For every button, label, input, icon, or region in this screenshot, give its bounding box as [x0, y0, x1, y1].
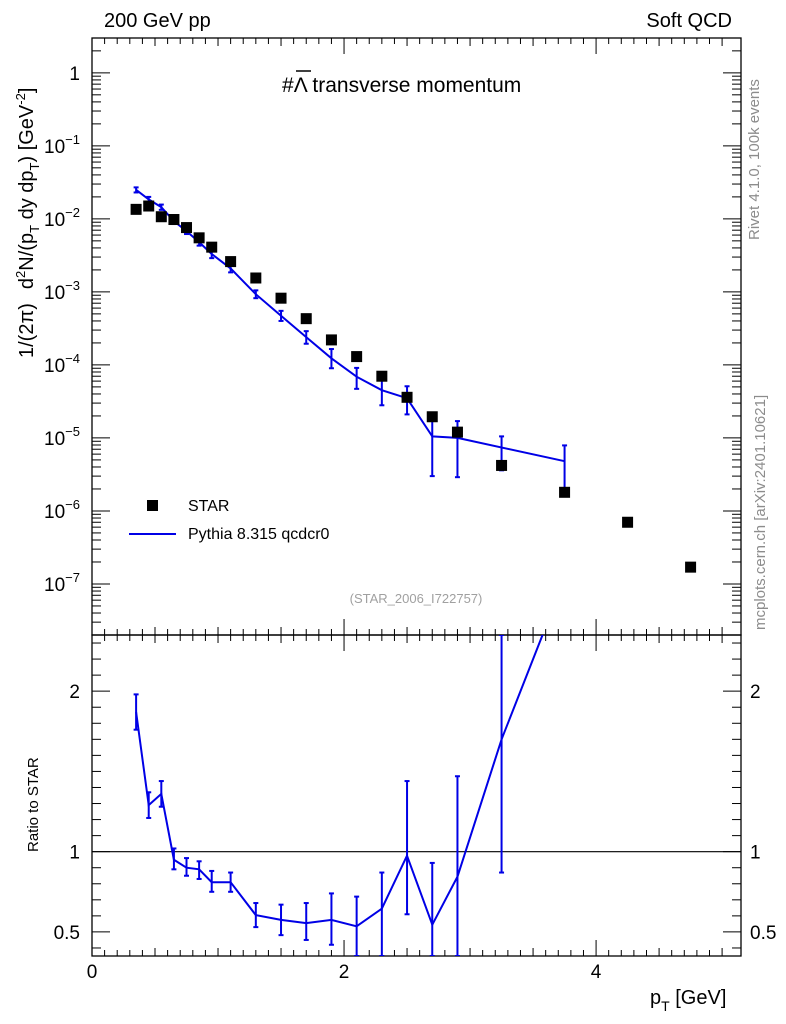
star-data-point	[451, 426, 463, 438]
star-data-point	[206, 241, 218, 253]
ratio-y-tick-label: 0.5	[54, 923, 80, 944]
star-data-point	[685, 561, 697, 573]
star-data-point	[351, 351, 363, 363]
reference-label: (STAR_2006_I722757)	[350, 591, 483, 606]
plot-title-prefix: #	[282, 74, 294, 97]
ratio-y-tick-label-right: 0.5	[750, 923, 776, 944]
ratio-plot-frame	[91, 634, 742, 957]
ratio-axes: 0 2 4 0.5 0.5 1 1 2 2	[54, 635, 776, 983]
ratio-y-tick-label-right: 2	[750, 682, 761, 703]
star-data-point	[426, 411, 438, 423]
ratio-y-tick-label: 1	[69, 843, 80, 864]
x-axis-label: pT [GeV]	[650, 987, 726, 1014]
star-data-point	[155, 211, 167, 223]
plot-title-rest: transverse momentum	[307, 74, 522, 97]
star-data-point	[193, 232, 205, 244]
y-tick-label: 10−7	[44, 570, 80, 596]
star-data-point	[622, 516, 634, 528]
star-data-point	[559, 486, 571, 498]
main-series	[130, 186, 697, 573]
ratio-y-tick-label-right: 1	[750, 843, 761, 864]
star-data-point	[401, 391, 413, 403]
star-data-point	[225, 256, 237, 268]
rivet-version-label: Rivet 4.1.0, 100k events	[746, 79, 763, 240]
star-data-point	[300, 313, 312, 325]
y-axis-label: 1/(2π)d2N/(pT dy dpT) [GeV-2]	[13, 88, 42, 358]
ratio-y-tick-label: 2	[69, 682, 80, 703]
ratio-series	[133, 635, 544, 956]
header-category-label: Soft QCD	[646, 10, 732, 32]
main-axes: 1 10−1 10−2 10−3 10−4 10−5 10−6 10−7	[44, 37, 741, 636]
y-tick-label: 10−2	[44, 205, 80, 231]
y-tick-label: 10−3	[44, 278, 80, 304]
star-data-point	[143, 200, 155, 212]
star-data-point	[130, 203, 142, 215]
legend-pythia-label: Pythia 8.315 qcdcr0	[188, 526, 330, 543]
star-data-point	[325, 334, 337, 346]
star-data-point	[376, 370, 388, 382]
x-tick-label: 0	[87, 962, 98, 983]
mcplots-credit-label: mcplots.cern.ch [arXiv:2401.10621]	[752, 395, 769, 630]
y-tick-label: 10−6	[44, 497, 80, 523]
star-data-point	[181, 222, 193, 234]
legend-star-label: STAR	[188, 498, 229, 515]
star-data-point	[275, 292, 287, 304]
star-data-point	[496, 459, 508, 471]
y-tick-label: 10−1	[44, 132, 80, 158]
star-data-point	[168, 214, 180, 226]
plot-title: #Λ transverse momentum	[282, 74, 521, 97]
pythia-line	[135, 189, 565, 463]
header-collision-label: 200 GeV pp	[104, 10, 211, 32]
y-tick-label: 1	[69, 64, 80, 85]
star-data-point	[250, 272, 262, 284]
y-tick-label: 10−5	[44, 424, 80, 450]
main-plot-frame	[91, 37, 742, 636]
x-tick-label: 4	[591, 962, 602, 983]
ratio-axis-label: Ratio to STAR	[25, 757, 42, 852]
x-tick-label: 2	[339, 962, 350, 983]
plot-title-lambda: Λ	[294, 74, 308, 97]
legend-star-marker	[147, 500, 158, 511]
y-tick-label: 10−4	[44, 351, 80, 377]
ratio-line	[135, 635, 544, 928]
